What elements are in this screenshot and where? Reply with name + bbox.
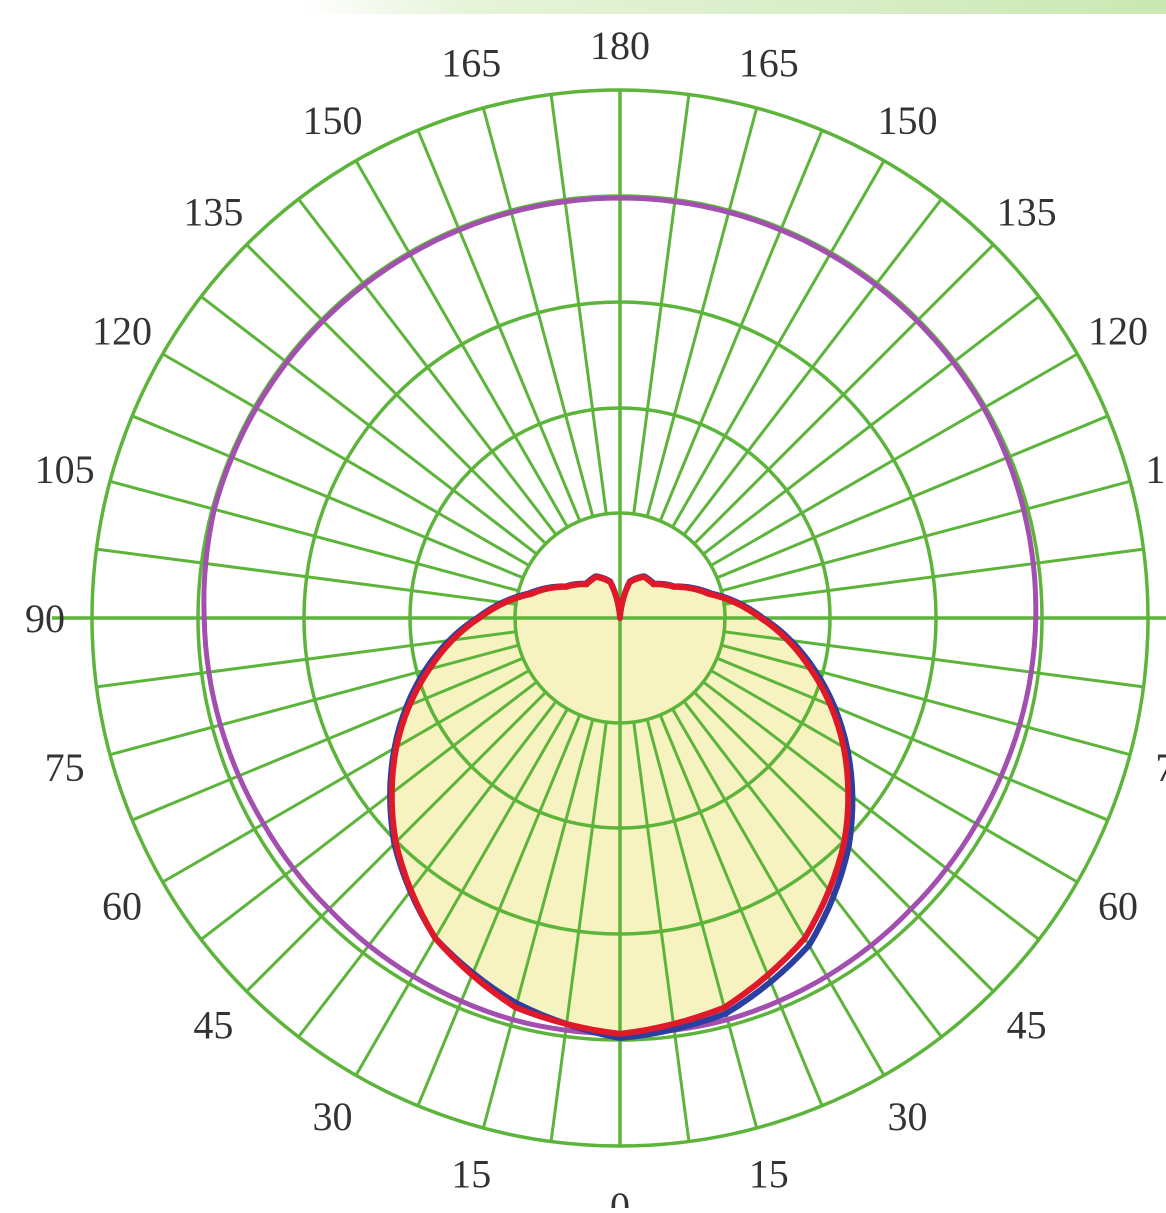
grid-spoke xyxy=(716,656,1109,822)
grid-spoke xyxy=(549,94,608,515)
tick-label-left: 180 xyxy=(590,23,650,68)
grid-spoke xyxy=(716,414,1109,580)
series-layer xyxy=(201,195,1039,1041)
tick-label-right: 135 xyxy=(997,189,1057,234)
series-curve-red xyxy=(388,573,852,1037)
grid-spoke xyxy=(671,159,886,528)
grid-spoke xyxy=(721,479,1131,593)
grid-spoke xyxy=(131,656,524,822)
grid-spoke xyxy=(721,643,1131,757)
grid-spoke xyxy=(200,295,538,556)
tick-label-left: 45 xyxy=(193,1003,233,1048)
tick-label-right: 15 xyxy=(749,1151,789,1196)
tick-label-left: 15 xyxy=(451,1151,491,1196)
background-gradient-band xyxy=(300,0,1166,14)
grid-spoke xyxy=(161,352,530,567)
grid-spoke xyxy=(416,714,582,1107)
grid-spoke xyxy=(632,721,691,1142)
tick-label-left: 120 xyxy=(92,309,152,354)
tick-label-left: 150 xyxy=(303,98,363,143)
grid-layer xyxy=(52,88,1166,1148)
grid-spoke xyxy=(682,700,943,1038)
grid-spoke xyxy=(645,107,759,517)
grid-spoke xyxy=(354,159,569,528)
grid-spoke xyxy=(671,708,886,1077)
tick-label-left: 60 xyxy=(102,884,142,929)
tick-label-left: 135 xyxy=(183,189,243,234)
grid-spoke xyxy=(354,708,569,1077)
grid-spoke xyxy=(481,719,595,1129)
grid-spoke xyxy=(481,107,595,517)
grid-spoke xyxy=(297,198,558,536)
grid-spoke xyxy=(658,714,824,1107)
tick-label-right: 30 xyxy=(888,1094,928,1139)
tick-label-right: 105 xyxy=(1145,447,1166,492)
grid-spoke xyxy=(702,680,1040,941)
tick-label-left: 165 xyxy=(441,41,501,86)
tick-label-right: 45 xyxy=(1007,1003,1047,1048)
grid-spoke xyxy=(245,243,547,545)
grid-spoke xyxy=(645,719,759,1129)
grid-spoke xyxy=(200,680,538,941)
tick-label-left: 105 xyxy=(35,447,95,492)
grid-spoke xyxy=(109,479,519,593)
tick-label-right: 60 xyxy=(1098,884,1138,929)
grid-spoke xyxy=(710,669,1079,884)
grid-spoke xyxy=(161,669,530,884)
tick-label-right: 165 xyxy=(739,41,799,86)
tick-label-left: 30 xyxy=(313,1094,353,1139)
tick-label-left: 90 xyxy=(25,596,65,641)
grid-spoke xyxy=(416,129,582,522)
tick-label-right: 75 xyxy=(1155,745,1166,790)
series-curve-purple xyxy=(201,195,1039,1037)
grid-spoke xyxy=(632,94,691,515)
grid-spoke xyxy=(723,547,1144,606)
grid-spoke xyxy=(682,198,943,536)
grid-spoke xyxy=(658,129,824,522)
tick-label-right: 120 xyxy=(1088,309,1148,354)
grid-spoke xyxy=(549,721,608,1142)
grid-spoke xyxy=(96,547,517,606)
tick-label-right: 150 xyxy=(878,98,938,143)
grid-spoke xyxy=(297,700,558,1038)
tick-label-left: 0 xyxy=(610,1184,630,1208)
grid-spoke xyxy=(710,352,1079,567)
grid-spoke xyxy=(693,243,995,545)
grid-spoke xyxy=(109,643,519,757)
grid-spoke xyxy=(702,295,1040,556)
tick-label-layer: 0 15 30 45 60 75 90 105 120 135 150 165 180 15 30 45 60 7… xyxy=(25,23,1166,1213)
grid-spoke xyxy=(131,414,524,580)
tick-label-left: 75 xyxy=(45,745,85,790)
